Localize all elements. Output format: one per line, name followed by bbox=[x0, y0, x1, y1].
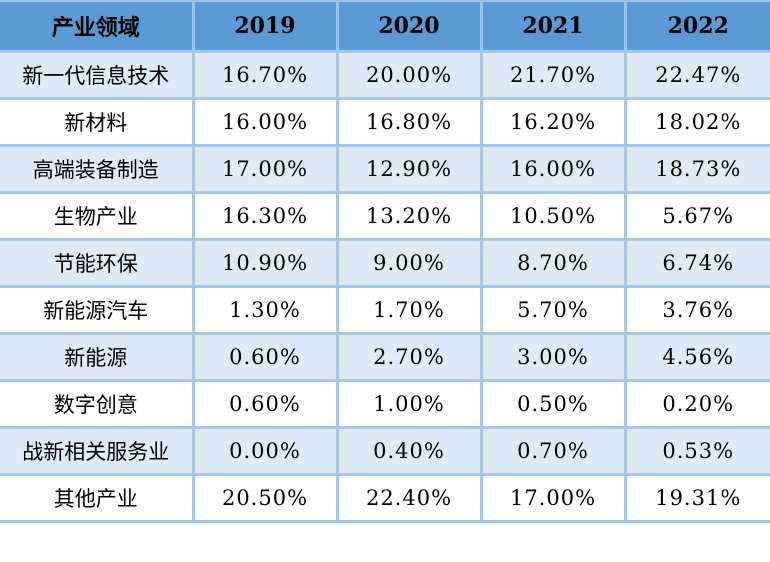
value-cell: 18.73% bbox=[623, 143, 770, 194]
value-cell: 19.31% bbox=[623, 472, 770, 523]
table-row: 数字创意 0.60% 1.00% 0.50% 0.20% bbox=[0, 378, 770, 429]
table-row: 新能源汽车 1.30% 1.70% 5.70% 3.76% bbox=[0, 284, 770, 335]
value-cell: 0.20% bbox=[623, 378, 770, 429]
value-cell: 8.70% bbox=[479, 237, 627, 288]
table-row: 战新相关服务业 0.00% 0.40% 0.70% 0.53% bbox=[0, 425, 770, 476]
value-cell: 21.70% bbox=[479, 49, 627, 100]
value-cell: 1.00% bbox=[335, 378, 483, 429]
header-cell-2019: 2019 bbox=[191, 0, 339, 53]
table-row: 新能源 0.60% 2.70% 3.00% 4.56% bbox=[0, 331, 770, 382]
value-cell: 16.80% bbox=[335, 96, 483, 147]
value-cell: 16.30% bbox=[191, 190, 339, 241]
value-cell: 16.20% bbox=[479, 96, 627, 147]
value-cell: 18.02% bbox=[623, 96, 770, 147]
table-header-row: 产业领域 2019 2020 2021 2022 bbox=[0, 0, 770, 53]
row-label-cell: 生物产业 bbox=[0, 190, 195, 241]
value-cell: 3.00% bbox=[479, 331, 627, 382]
value-cell: 13.20% bbox=[335, 190, 483, 241]
value-cell: 17.00% bbox=[479, 472, 627, 523]
value-cell: 20.50% bbox=[191, 472, 339, 523]
value-cell: 22.40% bbox=[335, 472, 483, 523]
value-cell: 16.70% bbox=[191, 49, 339, 100]
value-cell: 6.74% bbox=[623, 237, 770, 288]
value-cell: 22.47% bbox=[623, 49, 770, 100]
value-cell: 0.70% bbox=[479, 425, 627, 476]
value-cell: 0.40% bbox=[335, 425, 483, 476]
industry-share-table: 产业领域 2019 2020 2021 2022 新一代信息技术 16.70% … bbox=[0, 0, 770, 523]
value-cell: 0.60% bbox=[191, 378, 339, 429]
value-cell: 0.50% bbox=[479, 378, 627, 429]
row-label-cell: 高端装备制造 bbox=[0, 143, 195, 194]
value-cell: 0.60% bbox=[191, 331, 339, 382]
value-cell: 17.00% bbox=[191, 143, 339, 194]
row-label-cell: 新一代信息技术 bbox=[0, 49, 195, 100]
table-row: 新材料 16.00% 16.80% 16.20% 18.02% bbox=[0, 96, 770, 147]
value-cell: 0.00% bbox=[191, 425, 339, 476]
row-label-cell: 节能环保 bbox=[0, 237, 195, 288]
header-cell-industry: 产业领域 bbox=[0, 0, 195, 53]
value-cell: 16.00% bbox=[479, 143, 627, 194]
table-row: 节能环保 10.90% 9.00% 8.70% 6.74% bbox=[0, 237, 770, 288]
value-cell: 2.70% bbox=[335, 331, 483, 382]
value-cell: 16.00% bbox=[191, 96, 339, 147]
header-cell-2022: 2022 bbox=[623, 0, 770, 53]
table-row: 其他产业 20.50% 22.40% 17.00% 19.31% bbox=[0, 472, 770, 523]
row-label-cell: 战新相关服务业 bbox=[0, 425, 195, 476]
value-cell: 20.00% bbox=[335, 49, 483, 100]
value-cell: 12.90% bbox=[335, 143, 483, 194]
header-cell-2021: 2021 bbox=[479, 0, 627, 53]
value-cell: 1.70% bbox=[335, 284, 483, 335]
value-cell: 0.53% bbox=[623, 425, 770, 476]
table-row: 高端装备制造 17.00% 12.90% 16.00% 18.73% bbox=[0, 143, 770, 194]
row-label-cell: 新材料 bbox=[0, 96, 195, 147]
value-cell: 9.00% bbox=[335, 237, 483, 288]
row-label-cell: 新能源汽车 bbox=[0, 284, 195, 335]
row-label-cell: 新能源 bbox=[0, 331, 195, 382]
value-cell: 1.30% bbox=[191, 284, 339, 335]
value-cell: 4.56% bbox=[623, 331, 770, 382]
value-cell: 5.67% bbox=[623, 190, 770, 241]
row-label-cell: 其他产业 bbox=[0, 472, 195, 523]
value-cell: 10.90% bbox=[191, 237, 339, 288]
row-label-cell: 数字创意 bbox=[0, 378, 195, 429]
table-row: 新一代信息技术 16.70% 20.00% 21.70% 22.47% bbox=[0, 49, 770, 100]
value-cell: 5.70% bbox=[479, 284, 627, 335]
value-cell: 10.50% bbox=[479, 190, 627, 241]
header-cell-2020: 2020 bbox=[335, 0, 483, 53]
value-cell: 3.76% bbox=[623, 284, 770, 335]
table-row: 生物产业 16.30% 13.20% 10.50% 5.67% bbox=[0, 190, 770, 241]
